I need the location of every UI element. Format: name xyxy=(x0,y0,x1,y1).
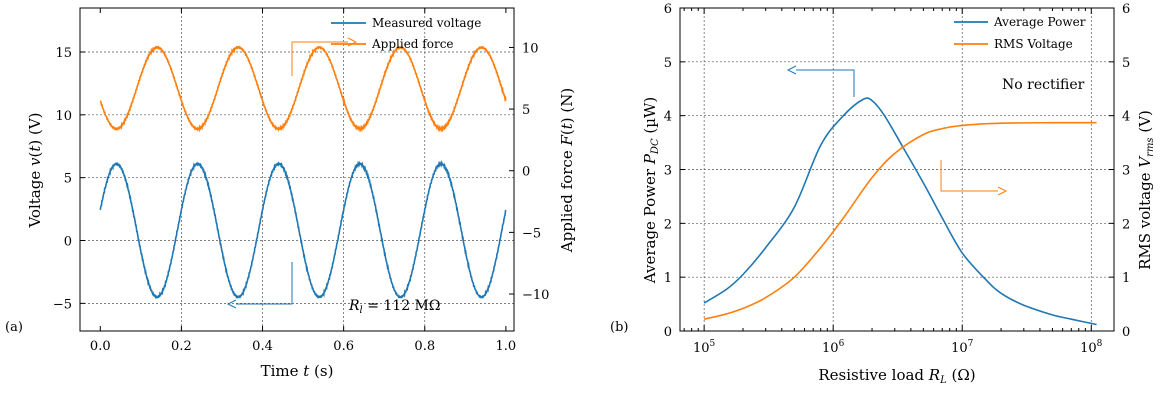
legend-label: Average Power xyxy=(993,15,1086,29)
y-left-tick-label: 3 xyxy=(664,164,672,179)
load-annotation: Rl = 112 MΩ xyxy=(348,298,441,316)
panel-a: 0.0 0.2 0.4 0.6 0.8 1.0 −5 0 5 10 15 −10 −5 0 5 10 Time … xyxy=(5,7,576,380)
y-right-tick-label: 0 xyxy=(1122,325,1130,340)
series-line-1 xyxy=(703,121,1097,320)
x-tick-label: 0.2 xyxy=(171,339,192,354)
y-right-tick-label: 10 xyxy=(522,41,539,56)
x-tick-label: 0.6 xyxy=(333,339,354,354)
y-left-axis-label: Average Power PDC (µW) xyxy=(641,97,661,285)
y-right-tick-label: 5 xyxy=(522,103,530,118)
y-right-tick-label: 2 xyxy=(1122,217,1130,232)
x-tick-label: 0.0 xyxy=(90,339,111,354)
x-axis-label: Time t (s) xyxy=(261,362,334,380)
y-left-axis-label: Voltage v(t) (V) xyxy=(26,112,44,228)
y-left-tick-label: 10 xyxy=(55,109,72,124)
legend-label: Applied force xyxy=(371,37,454,51)
y-left-tick-label: 0 xyxy=(64,235,72,250)
right-axis-arrow xyxy=(291,41,348,76)
panel-label-a: (a) xyxy=(5,320,23,335)
right-arrow-head xyxy=(347,37,358,47)
y-right-tick-label: 3 xyxy=(1122,164,1130,179)
y-right-tick-label: 5 xyxy=(1122,56,1130,71)
left-axis-arrow xyxy=(796,69,855,97)
x-tick-label: 107 xyxy=(951,339,974,356)
y-right-axis-label: RMS voltage Vrms (V) xyxy=(1136,110,1156,270)
panel-label-b: (b) xyxy=(610,320,628,335)
y-right-tick-label: 6 xyxy=(1122,2,1130,17)
panel-b: 105 106 107 108 0 1 2 3 4 5 6 0 1 2 3 4 5 6 Resistive load… xyxy=(610,2,1156,386)
series-line-0 xyxy=(703,97,1097,326)
left-arrow-head xyxy=(226,299,237,309)
y-right-tick-label: 4 xyxy=(1122,110,1130,125)
legend: Measured voltage Applied force xyxy=(331,16,481,51)
plot-frame xyxy=(79,7,515,332)
y-right-tick-label: −10 xyxy=(522,288,549,303)
x-tick-label: 105 xyxy=(693,339,716,356)
x-tick-label: 1.0 xyxy=(496,339,517,354)
y-left-tick-label: 2 xyxy=(664,217,672,232)
y-right-tick-label: 1 xyxy=(1122,271,1130,286)
y-left-tick-label: 15 xyxy=(55,46,72,61)
y-left-tick-label: 5 xyxy=(664,56,672,71)
y-left-tick-label: 6 xyxy=(664,2,672,17)
legend-label: Measured voltage xyxy=(372,16,481,30)
legend-label: RMS Voltage xyxy=(994,37,1073,51)
x-tick-label: 106 xyxy=(822,339,845,356)
y-left-tick-label: 5 xyxy=(64,172,72,187)
y-left-tick-label: 1 xyxy=(664,271,672,286)
y-right-axis-label: Applied force F(t) (N) xyxy=(558,88,576,253)
right-axis-arrow xyxy=(940,160,998,192)
x-tick-label: 0.4 xyxy=(252,339,273,354)
series-line-0 xyxy=(99,159,507,300)
legend: Average Power RMS Voltage xyxy=(954,15,1086,51)
series-line-1 xyxy=(99,45,507,133)
left-axis-arrow xyxy=(236,262,293,305)
left-arrow-head xyxy=(786,65,797,75)
x-tick-label: 0.8 xyxy=(414,339,435,354)
y-right-tick-label: −5 xyxy=(522,226,541,241)
right-arrow-head xyxy=(997,186,1008,196)
y-left-tick-label: −5 xyxy=(53,297,72,312)
x-axis-label: Resistive load RL (Ω) xyxy=(818,366,975,386)
y-left-tick-label: 4 xyxy=(664,110,672,125)
x-tick-label: 108 xyxy=(1080,339,1103,356)
y-right-tick-label: 0 xyxy=(522,165,530,180)
no-rectifier-annotation: No rectifier xyxy=(1002,77,1085,93)
y-left-tick-label: 0 xyxy=(664,325,672,340)
